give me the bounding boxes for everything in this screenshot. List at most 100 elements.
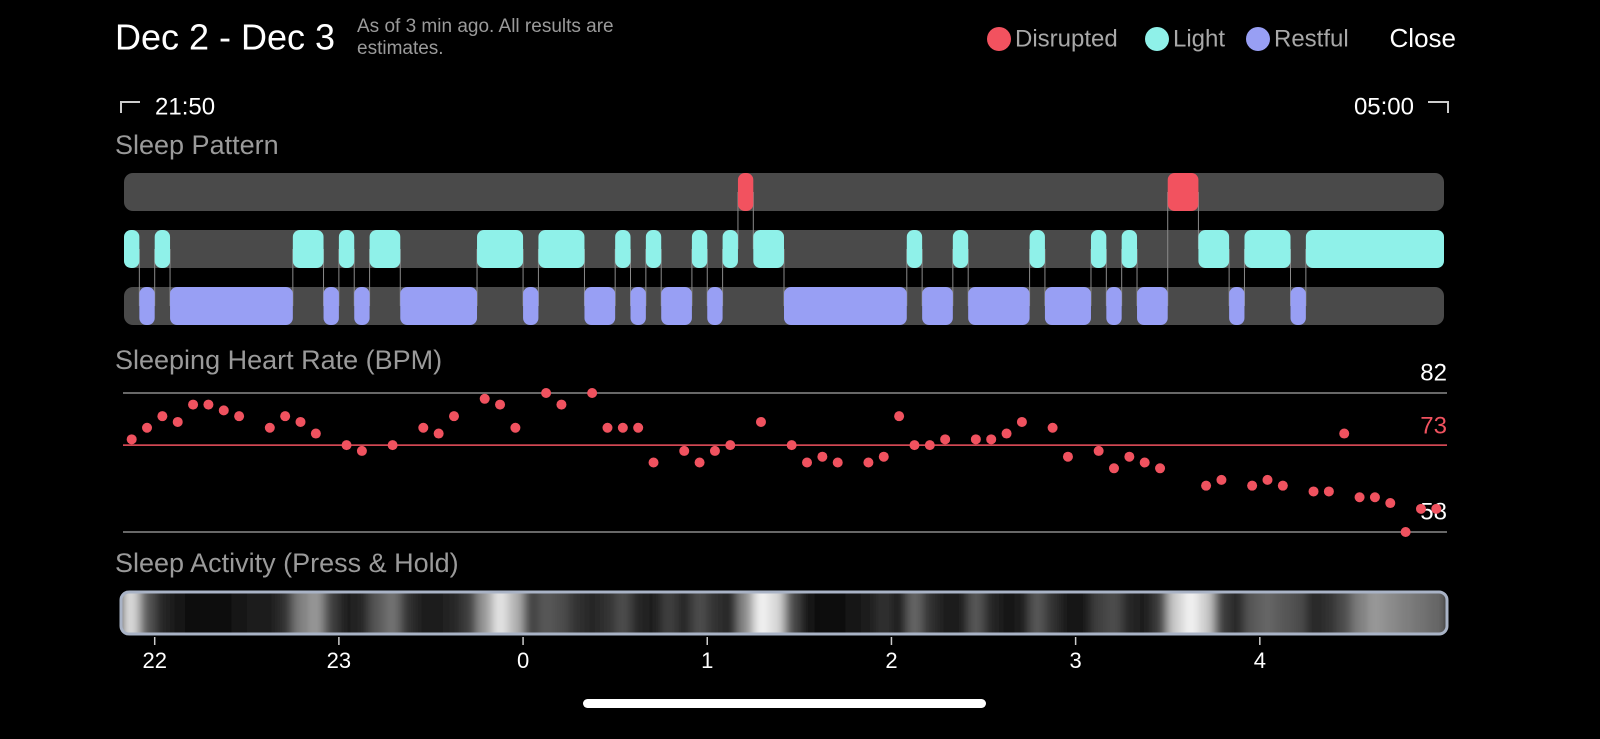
activity-cell [538,592,555,634]
activity-cell [430,592,447,634]
heart-rate-point [587,388,598,398]
activity-cell [262,592,278,634]
heart-rate-point [1431,503,1442,514]
heart-rate-point [679,445,690,456]
heart-rate-point [602,422,613,433]
activity-cell [1275,592,1292,634]
average-label: 73 [1420,412,1447,439]
x-tick-label: 22 [142,648,166,673]
stage-segment [952,230,969,268]
heart-rate-point [1262,474,1273,485]
x-tick-label: 2 [885,648,897,673]
activity-cell [354,592,371,634]
activity-cell [952,592,969,634]
legend-swatch [987,27,1011,51]
activity-cell [937,592,954,634]
activity-cell [1336,592,1353,634]
heart-rate-point [1062,451,1073,462]
activity-cell [231,592,248,634]
stage-segment [369,230,401,268]
activity-cell [308,592,325,634]
activity-cell [630,592,647,634]
stage-segment [477,230,524,268]
heart-rate-point [1139,457,1150,468]
heart-rate-point [1308,486,1319,497]
activity-cell [446,592,463,634]
activity-cell [1259,592,1276,634]
heart-rate-point [387,440,398,451]
activity-cell [891,592,908,634]
activity-cell [1090,592,1107,634]
activity-cell [338,592,355,634]
activity-cell [1321,592,1338,634]
heart-rate-point [218,405,229,416]
activity-cell [1044,592,1061,634]
activity-cell [906,592,923,634]
stage-segment [615,230,631,268]
heart-rate-point [1369,492,1380,503]
heart-rate-point [433,428,444,439]
activity-cell [1167,592,1184,634]
heart-rate-point [1385,498,1396,509]
y-tick-label: 82 [1420,359,1447,386]
activity-cell [1290,592,1307,634]
section-title: Sleep Activity (Press & Hold) [115,548,459,578]
heart-rate-point [894,411,905,422]
activity-frame[interactable] [119,590,1449,636]
stage-segment [1244,230,1291,268]
stage-segment [400,287,478,325]
activity-cell [1121,592,1138,634]
heart-rate-point [1400,527,1411,537]
legend-label: Disrupted [1015,25,1118,52]
activity-cell [1428,592,1447,634]
activity-cell [1244,592,1261,634]
activity-cell [1075,592,1092,634]
heart-rate-point [970,434,981,445]
x-tick-label: 3 [1070,648,1082,673]
stage-segment [1198,230,1230,268]
activity-cell [569,592,585,634]
stage-segment [1044,287,1091,325]
header-title: Dec 2 - Dec 3 [115,17,335,58]
stage-segment [722,230,738,268]
activity-cell [477,592,493,634]
legend-swatch [1145,27,1169,51]
stage-segment [630,287,646,325]
activity-cell [737,592,754,634]
activity-cell [645,592,662,634]
activity-cell [369,592,386,634]
activity-cell [246,592,263,634]
section-title: Sleep Pattern [115,130,279,160]
heart-rate-point [755,416,766,427]
heart-rate-point [802,457,813,468]
close-button[interactable]: Close [1390,23,1456,53]
range-end-bracket [1428,101,1449,113]
heart-rate-point [1339,428,1350,439]
activity-cell [753,592,770,634]
activity-cell [492,592,509,634]
heart-rate-point [648,457,659,468]
x-tick-label: 0 [517,648,529,673]
activity-cell [1213,592,1230,634]
stage-segment [170,287,293,325]
heart-rate-point [633,422,644,433]
heart-rate-point [940,434,951,445]
heart-rate-point [310,428,321,439]
heart-rate-point [1016,416,1027,427]
stage-segment [661,287,692,325]
activity-cell [1198,592,1215,634]
heart-rate-point [1323,486,1334,497]
stage-segment [1029,230,1045,268]
activity-cell [691,592,708,634]
stage-segment [139,287,155,325]
heart-rate-point [694,457,705,468]
activity-cell [661,592,678,634]
activity-cell [845,592,862,634]
activity-cell [415,592,432,634]
activity-cells [121,592,1447,634]
heart-rate-point [817,451,828,462]
heart-rate-point [1354,492,1365,503]
stage-segment [338,230,355,268]
heart-rate-point [924,440,935,451]
activity-cell [830,592,846,634]
